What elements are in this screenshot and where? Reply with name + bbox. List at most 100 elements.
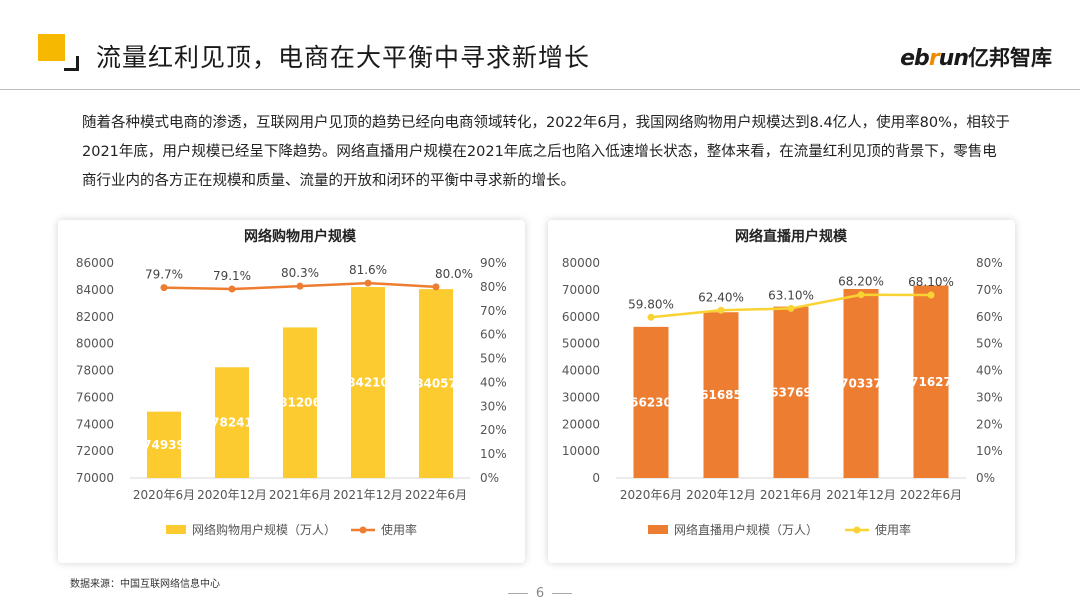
bar [703,312,739,478]
right-axis-tick-label: 30% [480,399,507,413]
right-axis-tick-label: 0% [976,471,995,485]
bar [283,327,317,478]
bar-data-label: 78241 [211,416,253,430]
line-data-label: 79.7% [145,268,183,282]
brand-logo-en: ebrun [900,46,969,71]
shopping-users-chart: 网络购物用户规模 70000 72000 74000 76000 78000 80000 82… [76,228,507,537]
page-title: 流量红利见顶，电商在大平衡中寻求新增长 [96,43,591,72]
right-axis-tick-label: 20% [480,423,507,437]
right-axis-tick-label: 80% [480,280,507,294]
left-axis-tick-label: 0 [592,471,600,485]
right-axis-tick-label: 20% [976,417,1003,431]
bar-data-label: 74939 [143,438,185,452]
bar-data-label: 71627 [910,375,952,389]
left-axis-tick-label: 74000 [76,417,114,431]
left-axis-tick-label: 50000 [562,337,600,351]
legend-line-marker [853,526,861,534]
header-divider [0,89,1080,90]
chart-title: 网络购物用户规模 [244,228,357,245]
line-point [927,291,935,299]
line-data-label: 79.1% [213,269,251,283]
bar [913,285,949,478]
bar [215,367,249,478]
legend-line-label: 使用率 [381,522,417,537]
bar-data-label: 84057 [415,377,457,391]
chart-card-shopping: 网络购物用户规模 70000 72000 74000 76000 78000 80000 82… [58,220,525,563]
right-axis-tick-label: 50% [976,337,1003,351]
legend-bar-swatch [166,525,186,534]
legend-bar-swatch [648,525,668,534]
bar-data-label: 70337 [840,376,882,390]
x-axis-tick-label: 2020年12月 [686,488,756,502]
bar [351,287,385,478]
legend-line-label: 使用率 [875,522,911,537]
line-data-label: 80.3% [281,266,319,280]
left-axis-tick-label: 30000 [562,390,600,404]
right-axis-tick-label: 0% [480,471,499,485]
left-axis-tick-label: 20000 [562,417,600,431]
line-point [647,313,655,321]
corner-bracket-icon [64,56,79,71]
right-axis-tick-label: 50% [480,352,507,366]
line-point [432,283,440,291]
right-axis-tick-label: 30% [976,390,1003,404]
line-data-label: 63.10% [768,288,814,302]
page-dash-right [552,593,573,594]
chart-title: 网络直播用户规模 [735,228,848,245]
x-axis-tick-label: 2021年6月 [760,488,822,502]
bar-data-label: 56230 [630,395,672,409]
bar [633,326,669,478]
line-data-label: 62.40% [698,290,744,304]
x-axis-tick-label: 2020年12月 [197,488,267,502]
page-number-value: 6 [535,586,545,601]
bar-data-label: 63769 [770,385,812,399]
x-axis-tick-label: 2020年6月 [133,488,195,502]
x-axis-tick-label: 2022年6月 [900,488,962,502]
bar-data-label: 81206 [279,396,321,410]
line-point [717,306,725,314]
yellow-square-icon [38,34,65,61]
x-axis-tick-label: 2021年6月 [269,488,331,502]
data-source-note: 数据来源：中国互联网络信息中心 [70,579,220,590]
right-axis-tick-label: 70% [976,283,1003,297]
left-axis-tick-label: 40000 [562,364,600,378]
left-axis-tick-label: 86000 [76,256,114,270]
left-axis-tick-label: 84000 [76,283,114,297]
right-axis-tick-label: 40% [480,375,507,389]
title-logo-mark [38,34,79,74]
legend-bar-label: 网络直播用户规模（万人） [674,522,818,537]
line-point [364,279,372,287]
intro-paragraph: 随着各种模式电商的渗透，互联网用户见顶的趋势已经向电商领域转化，2022年6月，… [82,115,1010,189]
right-axis-tick-label: 60% [480,328,507,342]
line-point [160,284,168,292]
bar [843,288,879,478]
brand-logo: ebrun亿邦智库 [900,42,1052,72]
right-axis-tick-label: 10% [480,447,507,461]
line-data-label: 81.6% [349,263,387,277]
left-axis-tick-label: 60000 [562,310,600,324]
line-point [857,291,865,299]
bar [419,289,453,478]
legend-bar-label: 网络购物用户规模（万人） [192,522,336,537]
brand-logo-cn: 亿邦智库 [968,46,1052,70]
left-axis-tick-label: 76000 [76,390,114,404]
chart-card-live: 网络直播用户规模 0 10000 20000 30000 40000 50000 60000 7… [548,220,1015,563]
line-data-label: 68.20% [838,275,884,289]
line-data-label: 68.10% [908,275,954,289]
x-axis-tick-label: 2022年6月 [405,488,467,502]
live-users-chart: 网络直播用户规模 0 10000 20000 30000 40000 50000 60000 7… [562,228,1003,537]
line-data-label: 80.0% [435,267,473,281]
line-point [228,285,236,293]
line-point [296,282,304,290]
right-axis-tick-label: 90% [480,256,507,270]
page-dash-left [507,593,528,594]
left-axis-tick-label: 80000 [562,256,600,270]
left-axis-tick-label: 78000 [76,364,114,378]
bar-data-label: 84210 [347,376,389,390]
bar-data-label: 61685 [700,388,742,402]
right-axis-tick-label: 70% [480,304,507,318]
left-axis-tick-label: 72000 [76,444,114,458]
right-axis-tick-label: 10% [976,444,1003,458]
x-axis-tick-label: 2021年12月 [333,488,403,502]
left-axis-tick-label: 10000 [562,444,600,458]
